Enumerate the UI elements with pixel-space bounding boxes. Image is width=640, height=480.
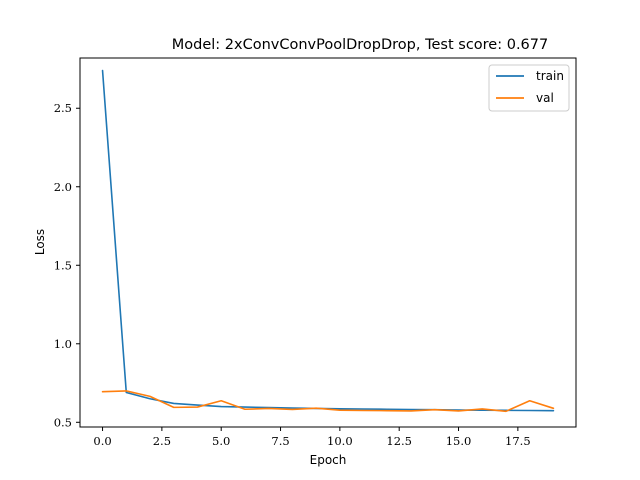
y-axis: 0.5 1.0 1.5 2.0 2.5 [54,101,80,429]
x-tick-label: 10.0 [327,434,353,448]
x-tick-label: 2.5 [153,434,171,448]
x-axis: 0.0 2.5 5.0 7.5 10.0 12.5 15.0 17.5 [93,427,531,448]
chart-title: Model: 2xConvConvPoolDropDrop, Test scor… [172,37,548,53]
axes-frame [79,57,577,428]
legend-label-train: train [536,69,564,83]
x-tick-label: 0.0 [93,434,111,448]
y-tick-label: 2.5 [54,101,72,115]
y-tick-label: 2.0 [54,180,72,194]
x-tick-label: 15.0 [446,434,472,448]
legend-label-val: val [536,91,554,105]
x-tick-label: 17.5 [505,434,531,448]
y-tick-label: 1.0 [54,337,72,351]
series-lines [101,69,555,413]
y-tick-label: 0.5 [54,415,72,429]
x-axis-label: Epoch [310,453,347,467]
plot-area: 0.0 2.5 5.0 7.5 10.0 12.5 15.0 17.5 0.5 1.0 1.5 2.… [54,57,577,448]
x-tick-label: 5.0 [212,434,230,448]
y-axis-label: Loss [33,229,47,255]
legend: train val [488,64,570,112]
series-line-val [101,390,555,413]
x-tick-label: 12.5 [386,434,412,448]
x-tick-label: 7.5 [271,434,289,448]
y-tick-label: 1.5 [54,258,72,272]
